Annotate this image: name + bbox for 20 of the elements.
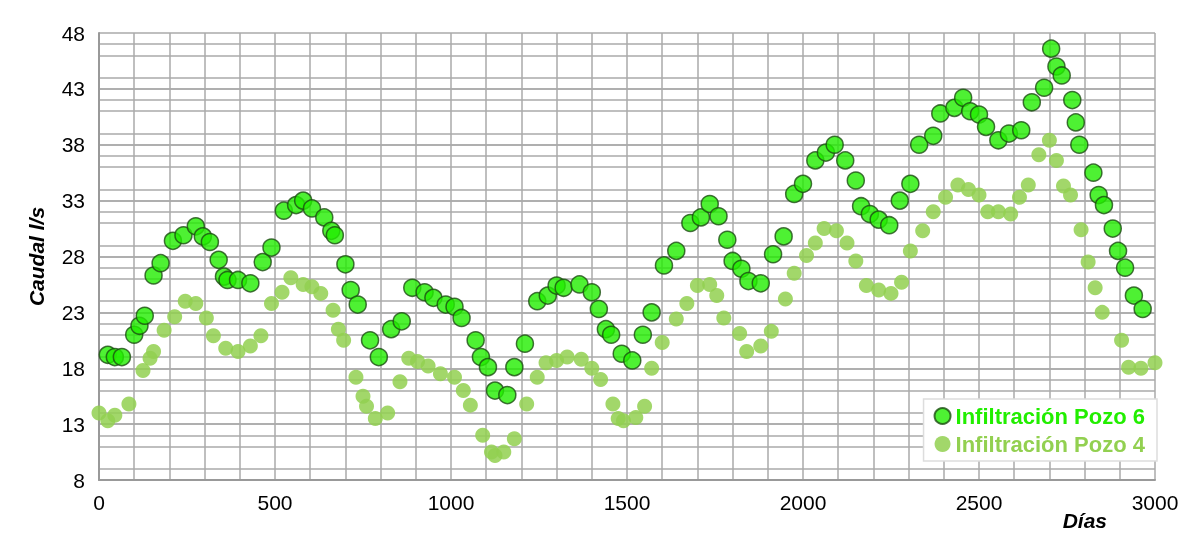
legend-label: Infiltración Pozo 6 — [955, 403, 1146, 429]
y-tick-label: 33 — [61, 189, 85, 213]
x-axis-title: Días — [1062, 509, 1107, 532]
y-axis-title: Caudal l/s — [25, 206, 48, 307]
y-tick-label: 48 — [61, 21, 85, 45]
y-tick-label: 38 — [61, 133, 85, 157]
y-tick-label: 43 — [61, 77, 85, 101]
y-tick-label: 28 — [61, 245, 85, 268]
x-tick-label: 3000 — [1131, 491, 1179, 514]
y-tick-label: 8 — [73, 468, 85, 492]
x-tick-label: 1000 — [427, 491, 475, 514]
y-tick-label: 23 — [61, 300, 85, 324]
x-tick-label: 500 — [257, 491, 293, 514]
x-tick-label: 2500 — [955, 491, 1003, 514]
x-tick-label: 2000 — [779, 491, 827, 514]
y-tick-label: 13 — [61, 412, 85, 436]
x-tick-label: 0 — [93, 491, 105, 514]
x-tick-label: 1500 — [603, 491, 651, 514]
y-tick-label: 18 — [61, 356, 85, 380]
legend-label: Infiltración Pozo 4 — [955, 431, 1146, 457]
